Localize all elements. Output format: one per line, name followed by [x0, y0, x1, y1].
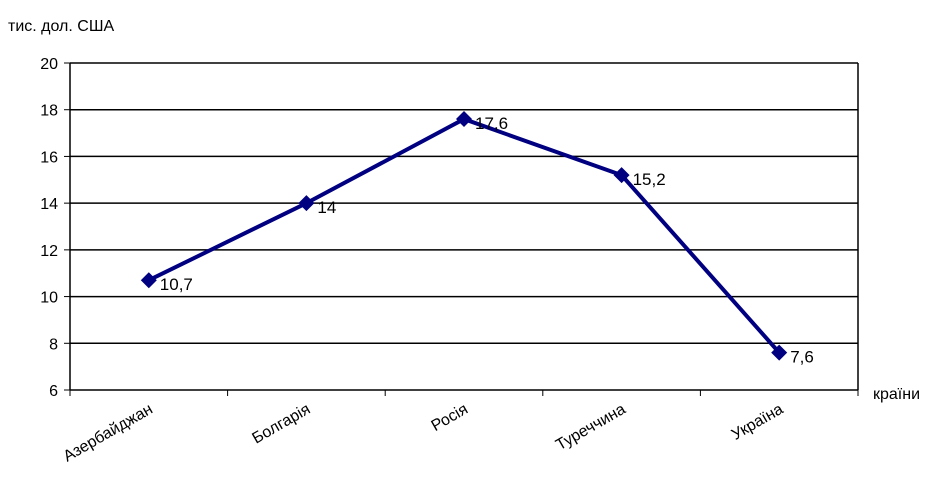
axes: [64, 63, 858, 396]
y-tick-label: 8: [49, 336, 58, 353]
data-point-marker: [141, 272, 157, 288]
x-tick-label: Болгарія: [250, 401, 314, 448]
x-axis-title: країни: [873, 386, 920, 403]
y-tick-label: 14: [40, 196, 58, 213]
data-label: 14: [317, 198, 336, 217]
x-tick-label: Росія: [429, 401, 471, 435]
y-tick-labels: 6 8 10 12 14 16 18 20: [40, 56, 58, 400]
data-label: 15,2: [633, 170, 666, 189]
x-tick-labels: Азербайджан Болгарія Росія Туреччина Україна: [61, 401, 787, 466]
data-label: 7,6: [790, 348, 814, 367]
data-label-layer: 10,7 14 17,6 15,2 7,6: [160, 114, 814, 367]
y-tick-label: 16: [40, 149, 58, 166]
data-label: 10,7: [160, 275, 193, 294]
y-tick-label: 6: [49, 383, 58, 400]
y-tick-label: 10: [40, 290, 58, 307]
data-point-marker: [456, 111, 472, 127]
data-label: 17,6: [475, 114, 508, 133]
y-axis-title: тис. дол. США: [8, 18, 114, 35]
x-tick-label: Азербайджан: [61, 401, 156, 466]
x-tick-label: Україна: [729, 401, 786, 444]
y-tick-label: 20: [40, 56, 58, 73]
gridlines: [70, 63, 858, 343]
series-line-layer: [149, 119, 779, 353]
y-tick-label: 18: [40, 103, 58, 120]
data-point-marker: [298, 195, 314, 211]
y-tick-label: 12: [40, 243, 58, 260]
x-tick-label: Туреччина: [553, 401, 629, 454]
series-line: [149, 119, 779, 353]
